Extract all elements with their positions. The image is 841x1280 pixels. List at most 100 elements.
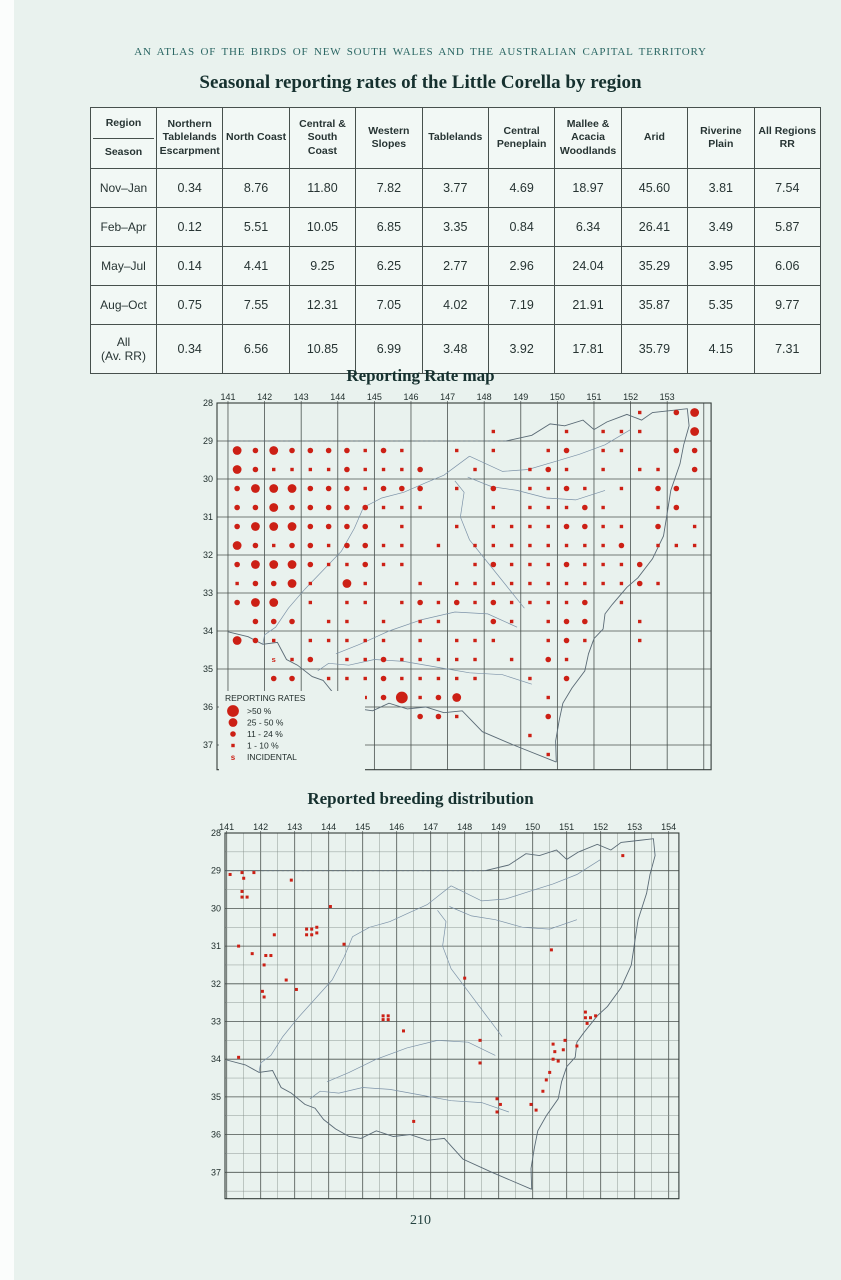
season-cell: Nov–Jan [90,168,157,208]
table-row: All (Av. RR) 0.34 6.56 10.85 6.99 3.48 3.92 17.8… [90,324,822,374]
value-cell: 2.96 [487,246,556,286]
column-header: All Regions RR [753,107,822,169]
value-cell: 6.85 [355,207,423,247]
svg-text:153: 153 [660,392,675,402]
page-title: Seasonal reporting rates of the Little C… [199,72,642,93]
axis-labels: 141 142 143 144 145 146 147 148 149 150 151 152 153 1… [211,822,676,1177]
svg-text:143: 143 [287,822,302,832]
svg-text:151: 151 [559,822,574,832]
svg-text:32: 32 [211,979,221,989]
value-cell: 6.06 [753,246,822,286]
value-cell: 3.77 [421,168,489,208]
svg-text:34: 34 [211,1054,221,1064]
legend-label: 25 - 50 % [247,718,284,728]
season-cell: May–Jul [90,246,157,286]
svg-text:29: 29 [211,866,221,876]
svg-text:144: 144 [321,822,336,832]
season-cell: Feb–Apr [90,207,157,247]
legend-item: 11 - 24 % [230,729,283,739]
svg-text:37: 37 [211,1167,221,1177]
nsw-outline-and-rivers [226,838,656,1190]
value-cell: 7.55 [222,285,290,325]
column-header: Riverine Plain [687,107,755,169]
svg-text:142: 142 [257,392,272,402]
value-cell: 11.80 [288,168,357,208]
svg-text:145: 145 [367,392,382,402]
svg-text:31: 31 [203,512,213,522]
value-cell: 10.85 [288,324,357,374]
value-cell: 8.76 [222,168,290,208]
legend-label: 11 - 24 % [247,729,283,739]
svg-text:31: 31 [211,941,221,951]
scan-edge [0,0,14,1280]
svg-text:33: 33 [203,588,213,598]
value-cell: 7.05 [355,285,423,325]
value-cell: 0.34 [155,324,224,374]
column-header: Mallee & Acacia Woodlands [554,107,622,169]
value-cell: 26.41 [620,207,689,247]
value-cell: 10.05 [288,207,357,247]
svg-text:34: 34 [203,626,213,636]
value-cell: 35.87 [620,285,689,325]
table-row: Aug–Oct 0.75 7.55 12.31 7.05 4.02 7.19 21.91 35.… [90,285,822,325]
value-cell: 9.77 [753,285,822,325]
value-cell: 6.56 [222,324,290,374]
svg-text:145: 145 [355,822,370,832]
svg-text:148: 148 [477,392,492,402]
svg-text:146: 146 [389,822,404,832]
corner-region-label: Region [105,116,142,129]
value-cell: 0.12 [155,207,224,247]
svg-text:150: 150 [525,822,540,832]
value-cell: 5.87 [753,207,822,247]
legend-title: REPORTING RATES [225,693,306,703]
column-header: Tablelands [421,107,489,169]
breeding-distribution-map-title: Reported breeding distribution [307,789,534,808]
svg-text:36: 36 [211,1130,221,1140]
value-cell: 7.31 [753,324,822,374]
record-dots [228,854,625,1123]
svg-text:35: 35 [211,1092,221,1102]
value-cell: 21.91 [554,285,622,325]
legend-label: INCIDENTAL [247,752,297,762]
corner-cell: Region Season [90,107,157,169]
value-cell: 2.77 [421,246,489,286]
page-number: 210 [410,1213,431,1228]
table-header-row: Region Season Northern Tablelands Escarp… [90,107,822,169]
value-cell: 17.81 [554,324,622,374]
value-cell: 12.31 [288,285,357,325]
value-cell: 24.04 [554,246,622,286]
value-cell: 3.35 [421,207,489,247]
column-header: North Coast [222,107,290,169]
value-cell: 7.54 [753,168,822,208]
value-cell: 5.35 [687,285,755,325]
svg-text:151: 151 [586,392,601,402]
value-cell: 4.02 [421,285,489,325]
svg-text:146: 146 [403,392,418,402]
value-cell: 0.75 [155,285,224,325]
season-cell: All (Av. RR) [90,324,157,374]
legend-item: 25 - 50 % [228,718,284,728]
value-cell: 6.25 [355,246,423,286]
table-row: Feb–Apr 0.12 5.51 10.05 6.85 3.35 0.84 6.34 26.4… [90,207,822,247]
svg-text:152: 152 [593,822,608,832]
table-row: Nov–Jan 0.34 8.76 11.80 7.82 3.77 4.69 18.97 45.… [90,168,822,208]
svg-text:32: 32 [203,550,213,560]
legend-label: >50 % [247,706,272,716]
value-cell: 3.48 [421,324,489,374]
reporting-rate-map-title: Reporting Rate map [346,366,495,385]
svg-text:144: 144 [330,392,345,402]
value-cell: 5.51 [222,207,290,247]
seasonal-rates-table: Region Season Northern Tablelands Escarp… [90,107,822,374]
svg-text:150: 150 [550,392,565,402]
incidental-s-symbol: s [231,753,236,762]
svg-text:147: 147 [423,822,438,832]
svg-text:s: s [272,655,276,664]
column-header: Arid [620,107,689,169]
value-cell: 35.29 [620,246,689,286]
breeding-distribution-map: 141 142 143 144 145 146 147 148 149 150 151 152 153 1… [211,822,680,1200]
legend-item: >50 % [227,705,272,717]
value-cell: 0.34 [155,168,224,208]
svg-text:28: 28 [203,398,213,408]
value-cell: 35.79 [620,324,689,374]
svg-text:141: 141 [220,392,235,402]
